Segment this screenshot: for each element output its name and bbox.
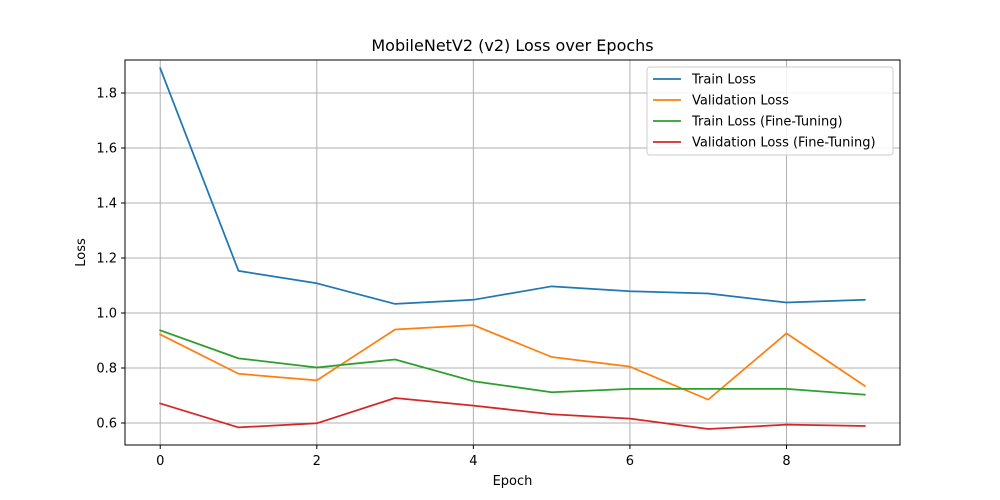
y-tick-label: 0.8 xyxy=(96,362,117,377)
y-tick-label: 1.6 xyxy=(96,142,117,157)
legend-label: Validation Loss xyxy=(692,94,789,109)
y-tick-label: 1.4 xyxy=(96,197,117,212)
series-line-3 xyxy=(159,397,866,430)
series-line-1 xyxy=(159,324,866,401)
y-tick-label: 1.2 xyxy=(96,252,117,267)
y-tick-label: 1.8 xyxy=(96,87,117,102)
legend-box xyxy=(646,66,894,156)
series-line-0 xyxy=(159,67,866,305)
legend: Train Loss Validation Loss Train Loss (Fin… xyxy=(646,66,894,156)
y-axis-label: Loss xyxy=(74,238,89,267)
legend-label: Train Loss (Fine-Tuning) xyxy=(691,115,843,130)
x-tick-label: 0 xyxy=(156,454,164,469)
series-lines xyxy=(159,67,866,430)
y-tick-label: 0.6 xyxy=(96,417,117,432)
x-tick-label: 4 xyxy=(469,454,477,469)
legend-label: Validation Loss (Fine-Tuning) xyxy=(692,136,876,151)
plot-area-frame xyxy=(124,59,901,446)
legend-label: Train Loss xyxy=(691,73,756,88)
chart-title: MobileNetV2 (v2) Loss over Epochs xyxy=(371,36,653,55)
x-tick-label: 8 xyxy=(782,454,790,469)
x-tick-label: 2 xyxy=(313,454,321,469)
x-axis-label: Epoch xyxy=(493,474,533,489)
axis-ticks: 0 2 4 6 8 0.6 0.8 1.0 1.2 1.4 1.6 1.8 xyxy=(96,87,790,470)
x-tick-label: 6 xyxy=(626,454,634,469)
series-line-2 xyxy=(159,329,866,396)
y-tick-label: 1.0 xyxy=(96,307,117,322)
